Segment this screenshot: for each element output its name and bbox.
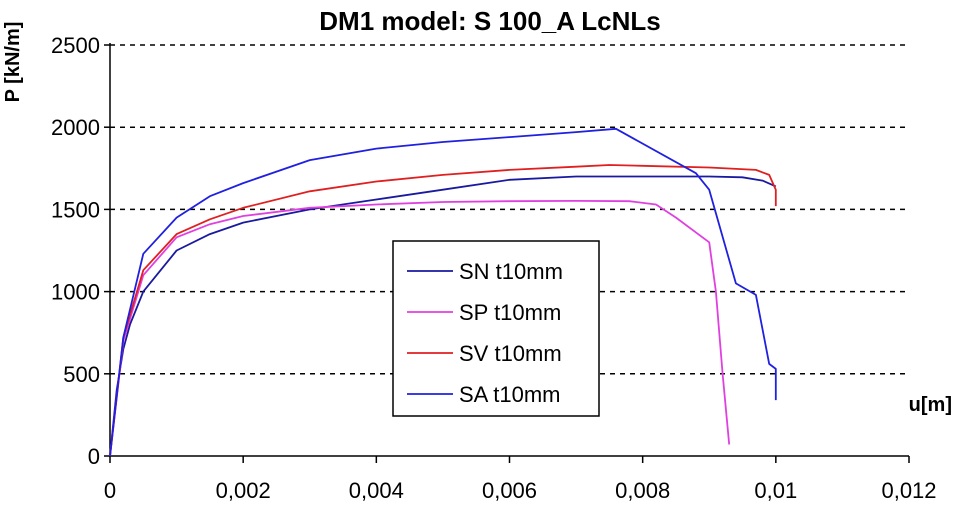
x-tick-label: 0,002 xyxy=(216,478,271,503)
y-tick-label: 1000 xyxy=(51,280,100,305)
legend-label: SP t10mm xyxy=(459,300,561,325)
x-tick-label: 0,004 xyxy=(349,478,404,503)
x-tick-label: 0,012 xyxy=(881,478,936,503)
x-tick-label: 0,008 xyxy=(615,478,670,503)
x-tick-label: 0,01 xyxy=(754,478,797,503)
y-tick-label: 1500 xyxy=(51,197,100,222)
x-tick-label: 0 xyxy=(104,478,116,503)
legend-label: SN t10mm xyxy=(459,259,563,284)
series-line-sp-t10mm xyxy=(109,199,731,457)
legend-label: SA t10mm xyxy=(459,382,560,407)
y-tick-label: 0 xyxy=(88,444,100,469)
x-axis-label: u[m] xyxy=(909,394,952,416)
axes: 0 500 1000 1500 2000 2500 0 0,002 0,004 0,006 0,00… xyxy=(51,33,936,503)
series-line-sv-t10mm xyxy=(109,164,777,457)
series-line-sa-t10mm xyxy=(109,127,777,457)
chart-title: DM1 model: S 100_A LcNLs xyxy=(319,6,660,36)
legend: SN t10mm SP t10mm SV t10mm SA t10mm xyxy=(392,240,600,417)
y-tick-label: 2500 xyxy=(51,33,100,58)
grid-lines xyxy=(110,44,909,375)
legend-label: SV t10mm xyxy=(459,341,562,366)
y-tick-label: 2000 xyxy=(51,115,100,140)
y-axis-label: P [kN/m] xyxy=(2,22,24,103)
series-line-sn-t10mm xyxy=(109,175,777,457)
x-tick-label: 0,006 xyxy=(482,478,537,503)
y-tick-label: 500 xyxy=(63,362,100,387)
series-lines xyxy=(109,127,777,457)
